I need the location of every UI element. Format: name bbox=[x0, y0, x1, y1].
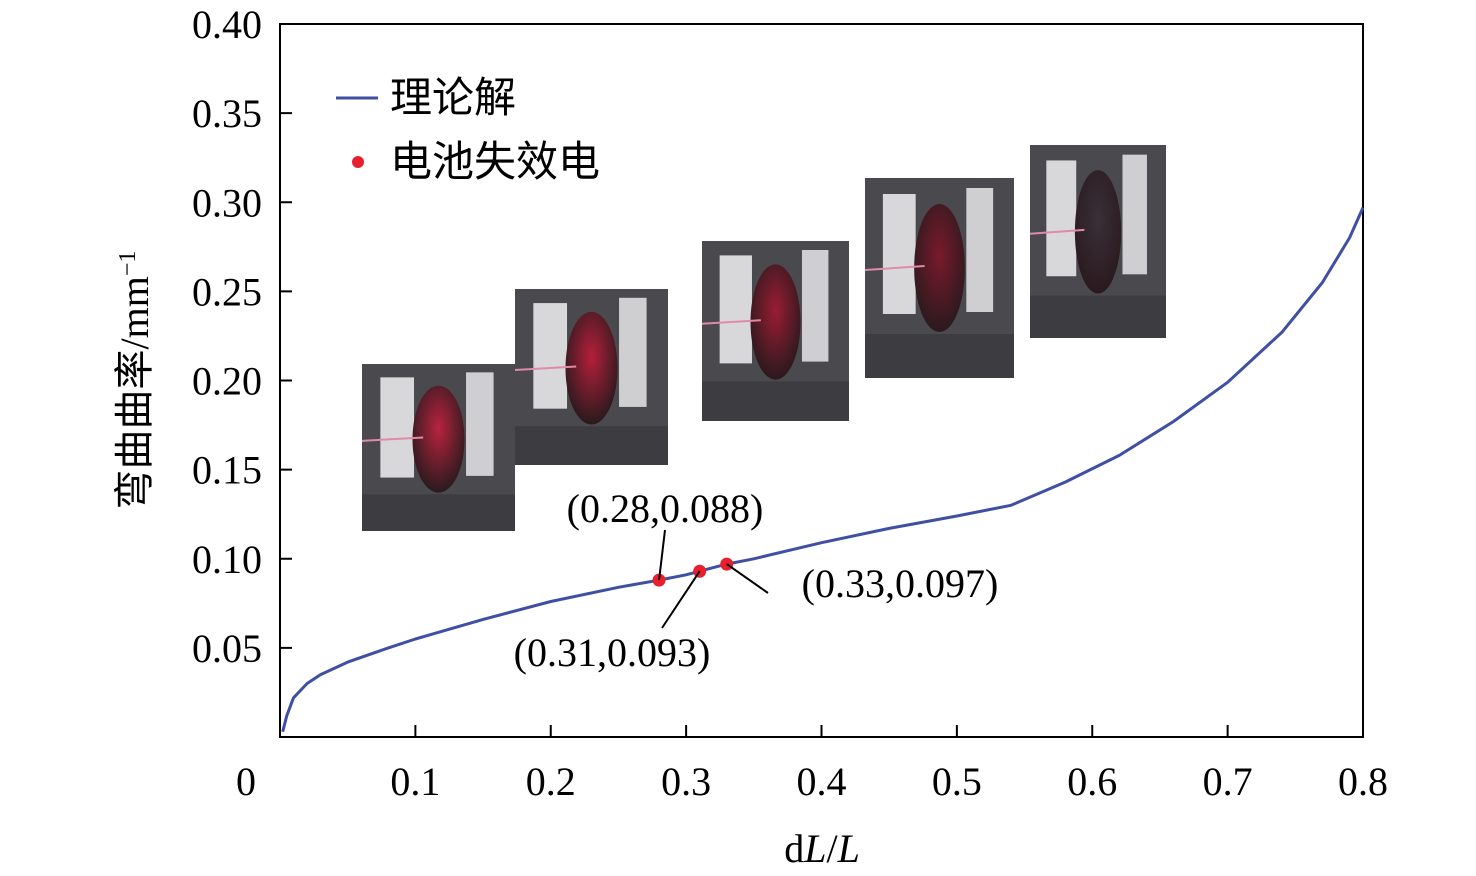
legend: 理论解 电池失效电 bbox=[336, 76, 600, 186]
battery-photo-3 bbox=[701, 241, 849, 421]
y-tick-label: 0.15 bbox=[192, 448, 262, 493]
annotation-leader bbox=[658, 529, 666, 581]
battery-photo-5 bbox=[1029, 145, 1166, 338]
x-tick-label: 0.3 bbox=[661, 759, 711, 804]
point-annotation: (0.28,0.088) bbox=[567, 486, 764, 531]
point-annotation: (0.33,0.097) bbox=[802, 561, 999, 606]
x-tick-label: 0 bbox=[236, 759, 256, 804]
point-annotation: (0.31,0.093) bbox=[514, 630, 711, 675]
annotation-leader bbox=[661, 570, 701, 629]
inset-photos bbox=[361, 145, 1166, 531]
x-tick-label: 0.5 bbox=[932, 759, 982, 804]
y-tick-label: 0.40 bbox=[192, 2, 262, 47]
x-axis-label: dL/L bbox=[784, 826, 860, 871]
y-tick-label: 0.05 bbox=[192, 626, 262, 671]
y-tick-label: 0.20 bbox=[192, 359, 262, 404]
battery-photo-1 bbox=[361, 364, 515, 531]
x-tick-label: 0.1 bbox=[390, 759, 440, 804]
y-tick-label: 0.30 bbox=[192, 180, 262, 225]
battery-photo-4 bbox=[864, 178, 1014, 378]
y-tick-label: 0.10 bbox=[192, 537, 262, 582]
annotation-leader bbox=[726, 563, 769, 594]
battery-photo-2 bbox=[514, 289, 668, 465]
axis-ticks: 0 0.1 0.2 0.3 0.4 0.5 0.6 0.7 0.8 0.05 0.10 0.15 0.2… bbox=[192, 2, 1388, 804]
y-axis-label: 弯曲曲率/mm−1 bbox=[112, 251, 157, 510]
point-annotations: (0.28,0.088) (0.31,0.093) (0.33,0.097) bbox=[514, 486, 999, 675]
x-tick-label: 0.6 bbox=[1067, 759, 1117, 804]
x-tick-label: 0.2 bbox=[526, 759, 576, 804]
legend-label-failure: 电池失效电 bbox=[390, 140, 600, 186]
legend-label-theory: 理论解 bbox=[390, 76, 516, 122]
curve-layer bbox=[281, 206, 1365, 733]
y-tick-label: 0.35 bbox=[192, 91, 262, 136]
y-tick-label: 0.25 bbox=[192, 269, 262, 314]
theory-curve bbox=[281, 206, 1365, 733]
x-tick-label: 0.4 bbox=[797, 759, 847, 804]
x-tick-label: 0.7 bbox=[1203, 759, 1253, 804]
x-tick-label: 0.8 bbox=[1338, 759, 1388, 804]
legend-point-swatch bbox=[352, 156, 364, 168]
